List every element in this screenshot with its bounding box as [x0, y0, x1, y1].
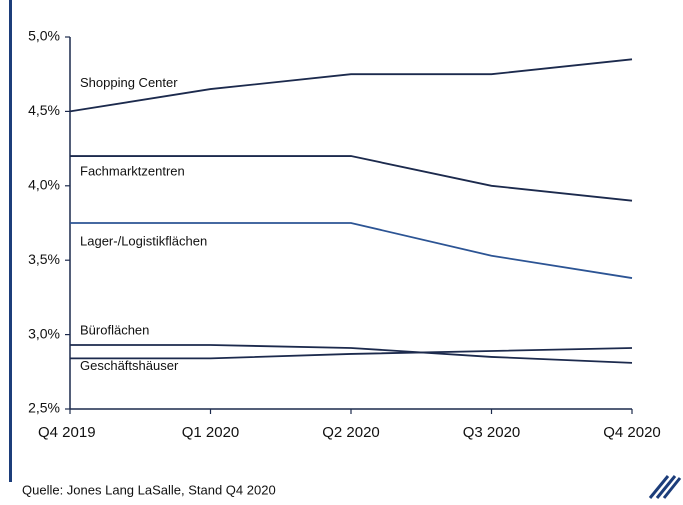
y-tick-label: 2,5% — [28, 400, 60, 416]
y-tick-label: 5,0% — [28, 28, 60, 44]
x-tick-label: Q4 2019 — [38, 424, 96, 441]
series-line — [69, 58, 633, 113]
series-label: Büroflächen — [80, 322, 149, 337]
source-note: Quelle: Jones Lang LaSalle, Stand Q4 202… — [22, 482, 276, 497]
y-tick-label: 3,0% — [28, 325, 60, 341]
series-line — [70, 222, 633, 279]
x-tick-label: Q4 2020 — [603, 424, 661, 441]
x-tick-label: Q1 2020 — [182, 424, 240, 441]
x-tick-label: Q2 2020 — [322, 424, 380, 441]
series-label: Lager-/Logistikflächen — [80, 233, 207, 248]
series-line — [70, 344, 633, 364]
logo — [648, 475, 682, 499]
y-tick-label: 3,5% — [28, 251, 60, 267]
x-tick-label: Q3 2020 — [463, 424, 521, 441]
series-label: Fachmarktzentren — [80, 163, 185, 178]
series-label: Shopping Center — [80, 75, 178, 90]
series-label: Geschäftshäuser — [80, 358, 179, 373]
series-line — [70, 155, 633, 202]
y-tick-label: 4,0% — [28, 177, 60, 193]
accent-bar — [9, 0, 12, 482]
y-tick-label: 4,5% — [28, 102, 60, 118]
series-line — [70, 347, 633, 360]
